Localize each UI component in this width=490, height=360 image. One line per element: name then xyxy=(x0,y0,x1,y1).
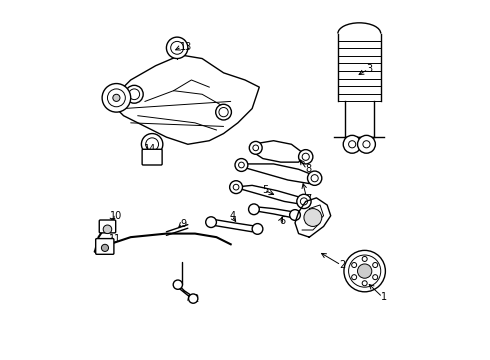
Text: 12: 12 xyxy=(188,294,200,303)
Circle shape xyxy=(344,250,386,292)
Circle shape xyxy=(103,225,112,234)
Text: 1: 1 xyxy=(381,292,387,302)
Circle shape xyxy=(352,262,357,267)
FancyBboxPatch shape xyxy=(96,239,114,254)
Text: 4: 4 xyxy=(230,211,236,221)
Circle shape xyxy=(206,217,217,228)
Circle shape xyxy=(189,294,198,303)
Circle shape xyxy=(167,37,188,59)
Text: 10: 10 xyxy=(110,211,122,221)
Polygon shape xyxy=(175,284,195,300)
Circle shape xyxy=(373,262,378,267)
Circle shape xyxy=(113,94,120,102)
Circle shape xyxy=(142,134,163,155)
Text: 7: 7 xyxy=(305,194,311,203)
Circle shape xyxy=(248,204,259,215)
Polygon shape xyxy=(234,185,306,205)
Text: 13: 13 xyxy=(180,42,192,52)
Polygon shape xyxy=(295,198,331,237)
Text: 14: 14 xyxy=(144,144,156,154)
Text: 2: 2 xyxy=(339,260,345,270)
Circle shape xyxy=(101,244,109,251)
Circle shape xyxy=(235,158,248,171)
Circle shape xyxy=(216,104,231,120)
Circle shape xyxy=(358,264,372,278)
Text: 9: 9 xyxy=(181,219,187,229)
Circle shape xyxy=(102,84,131,112)
Circle shape xyxy=(252,224,263,234)
FancyBboxPatch shape xyxy=(142,149,162,165)
Circle shape xyxy=(298,150,313,164)
Circle shape xyxy=(352,275,357,280)
Circle shape xyxy=(304,208,322,226)
Circle shape xyxy=(343,135,361,153)
Circle shape xyxy=(173,280,182,289)
Circle shape xyxy=(297,194,311,208)
Circle shape xyxy=(249,141,262,154)
Circle shape xyxy=(358,135,375,153)
Circle shape xyxy=(362,281,367,286)
Circle shape xyxy=(308,171,322,185)
Text: 8: 8 xyxy=(305,164,311,174)
FancyBboxPatch shape xyxy=(99,220,116,233)
Circle shape xyxy=(125,85,143,103)
Circle shape xyxy=(148,154,156,161)
Text: 3: 3 xyxy=(367,64,372,74)
Circle shape xyxy=(230,181,243,194)
Circle shape xyxy=(290,210,300,220)
Polygon shape xyxy=(252,207,295,217)
Text: 6: 6 xyxy=(279,216,285,226)
Polygon shape xyxy=(238,164,317,184)
Circle shape xyxy=(362,256,367,261)
Circle shape xyxy=(373,275,378,280)
Text: 11: 11 xyxy=(109,234,121,244)
Text: 5: 5 xyxy=(262,185,269,195)
Polygon shape xyxy=(209,219,258,232)
